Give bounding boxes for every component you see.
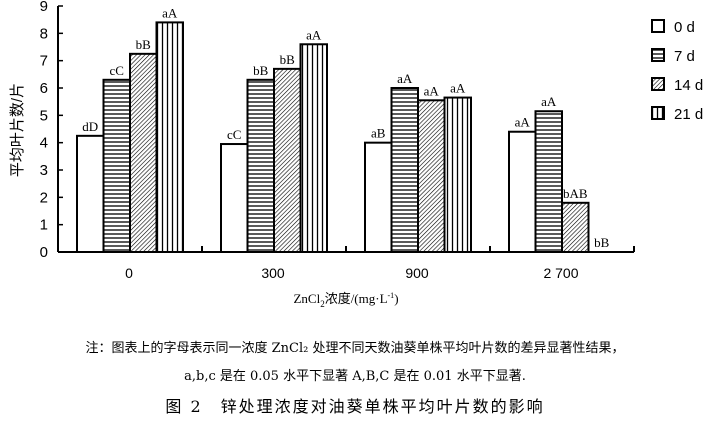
legend-swatch [651, 19, 665, 33]
legend-label: 7 d [674, 48, 695, 65]
figure-caption: 图 2 锌处理浓度对油葵单株平均叶片数的影响 [165, 397, 545, 416]
legend-label: 0 d [674, 19, 695, 36]
y-tick-label: 3 [40, 162, 48, 179]
bar [364, 141, 393, 254]
data-label: bAB [563, 186, 588, 201]
note-line-1: 注：图表上的字母表示同一浓度 ZnCl₂ 处理不同天数油葵单株平均叶片数的差异显… [85, 341, 625, 356]
legend-swatch [651, 106, 665, 120]
bar [273, 67, 302, 253]
y-tick-label: 2 [40, 189, 48, 206]
legend-swatch [651, 48, 665, 62]
data-label: aA [541, 94, 557, 109]
x-tick-label: 0 [125, 265, 133, 281]
data-label: cC [110, 63, 124, 78]
x-tick-label: 300 [261, 265, 285, 281]
y-tick-label: 8 [40, 25, 48, 42]
data-label: aA [450, 81, 466, 96]
data-label: aA [162, 5, 178, 20]
y-tick-label: 9 [40, 0, 48, 15]
y-tick-label: 1 [40, 217, 48, 234]
bar [534, 110, 563, 253]
y-tick-label: 5 [40, 107, 48, 124]
note-line-2: a,b,c 是在 0.05 水平下显著 A,B,C 是在 0.01 水平下显著. [184, 369, 526, 384]
data-label: bB [136, 37, 152, 52]
y-tick-label: 7 [40, 53, 48, 70]
data-label: aA [397, 71, 413, 86]
bar [443, 96, 472, 253]
data-label: cC [227, 127, 241, 142]
x-tick-label: 900 [405, 265, 429, 281]
data-label: aA [424, 83, 440, 98]
bar [76, 134, 105, 253]
y-axis-label: 平均叶片数/片 [9, 83, 26, 177]
bar [508, 130, 537, 254]
data-label: bB [594, 235, 610, 250]
bar [220, 143, 249, 254]
data-label: aB [371, 126, 386, 141]
legend-label: 14 d [674, 77, 703, 94]
data-label: aA [515, 115, 531, 130]
bar [129, 52, 158, 254]
data-label: bB [253, 63, 269, 78]
legend-swatch [651, 77, 665, 91]
legend-label: 21 d [674, 106, 703, 123]
bar [561, 201, 590, 254]
bar [155, 21, 184, 254]
bar [102, 78, 131, 253]
y-tick-label: 6 [40, 80, 48, 97]
y-tick-label: 0 [40, 244, 48, 261]
bar [417, 99, 446, 253]
bar [246, 78, 275, 253]
bar [390, 87, 419, 253]
x-axis-label: ZnCl2浓度/(mg·L-1) [293, 291, 398, 309]
y-tick-label: 4 [40, 135, 48, 152]
bar [299, 43, 328, 254]
bar-chart: 0 1 2 3 4 5 6 7 8 9 0 dD cC bB aA 300 cC bB bB aA 900 aB aA aA a… [9, 0, 703, 309]
x-tick-label: 2 700 [543, 265, 578, 281]
data-label: dD [82, 119, 98, 134]
data-label: bB [280, 52, 296, 67]
data-label: aA [306, 27, 322, 42]
